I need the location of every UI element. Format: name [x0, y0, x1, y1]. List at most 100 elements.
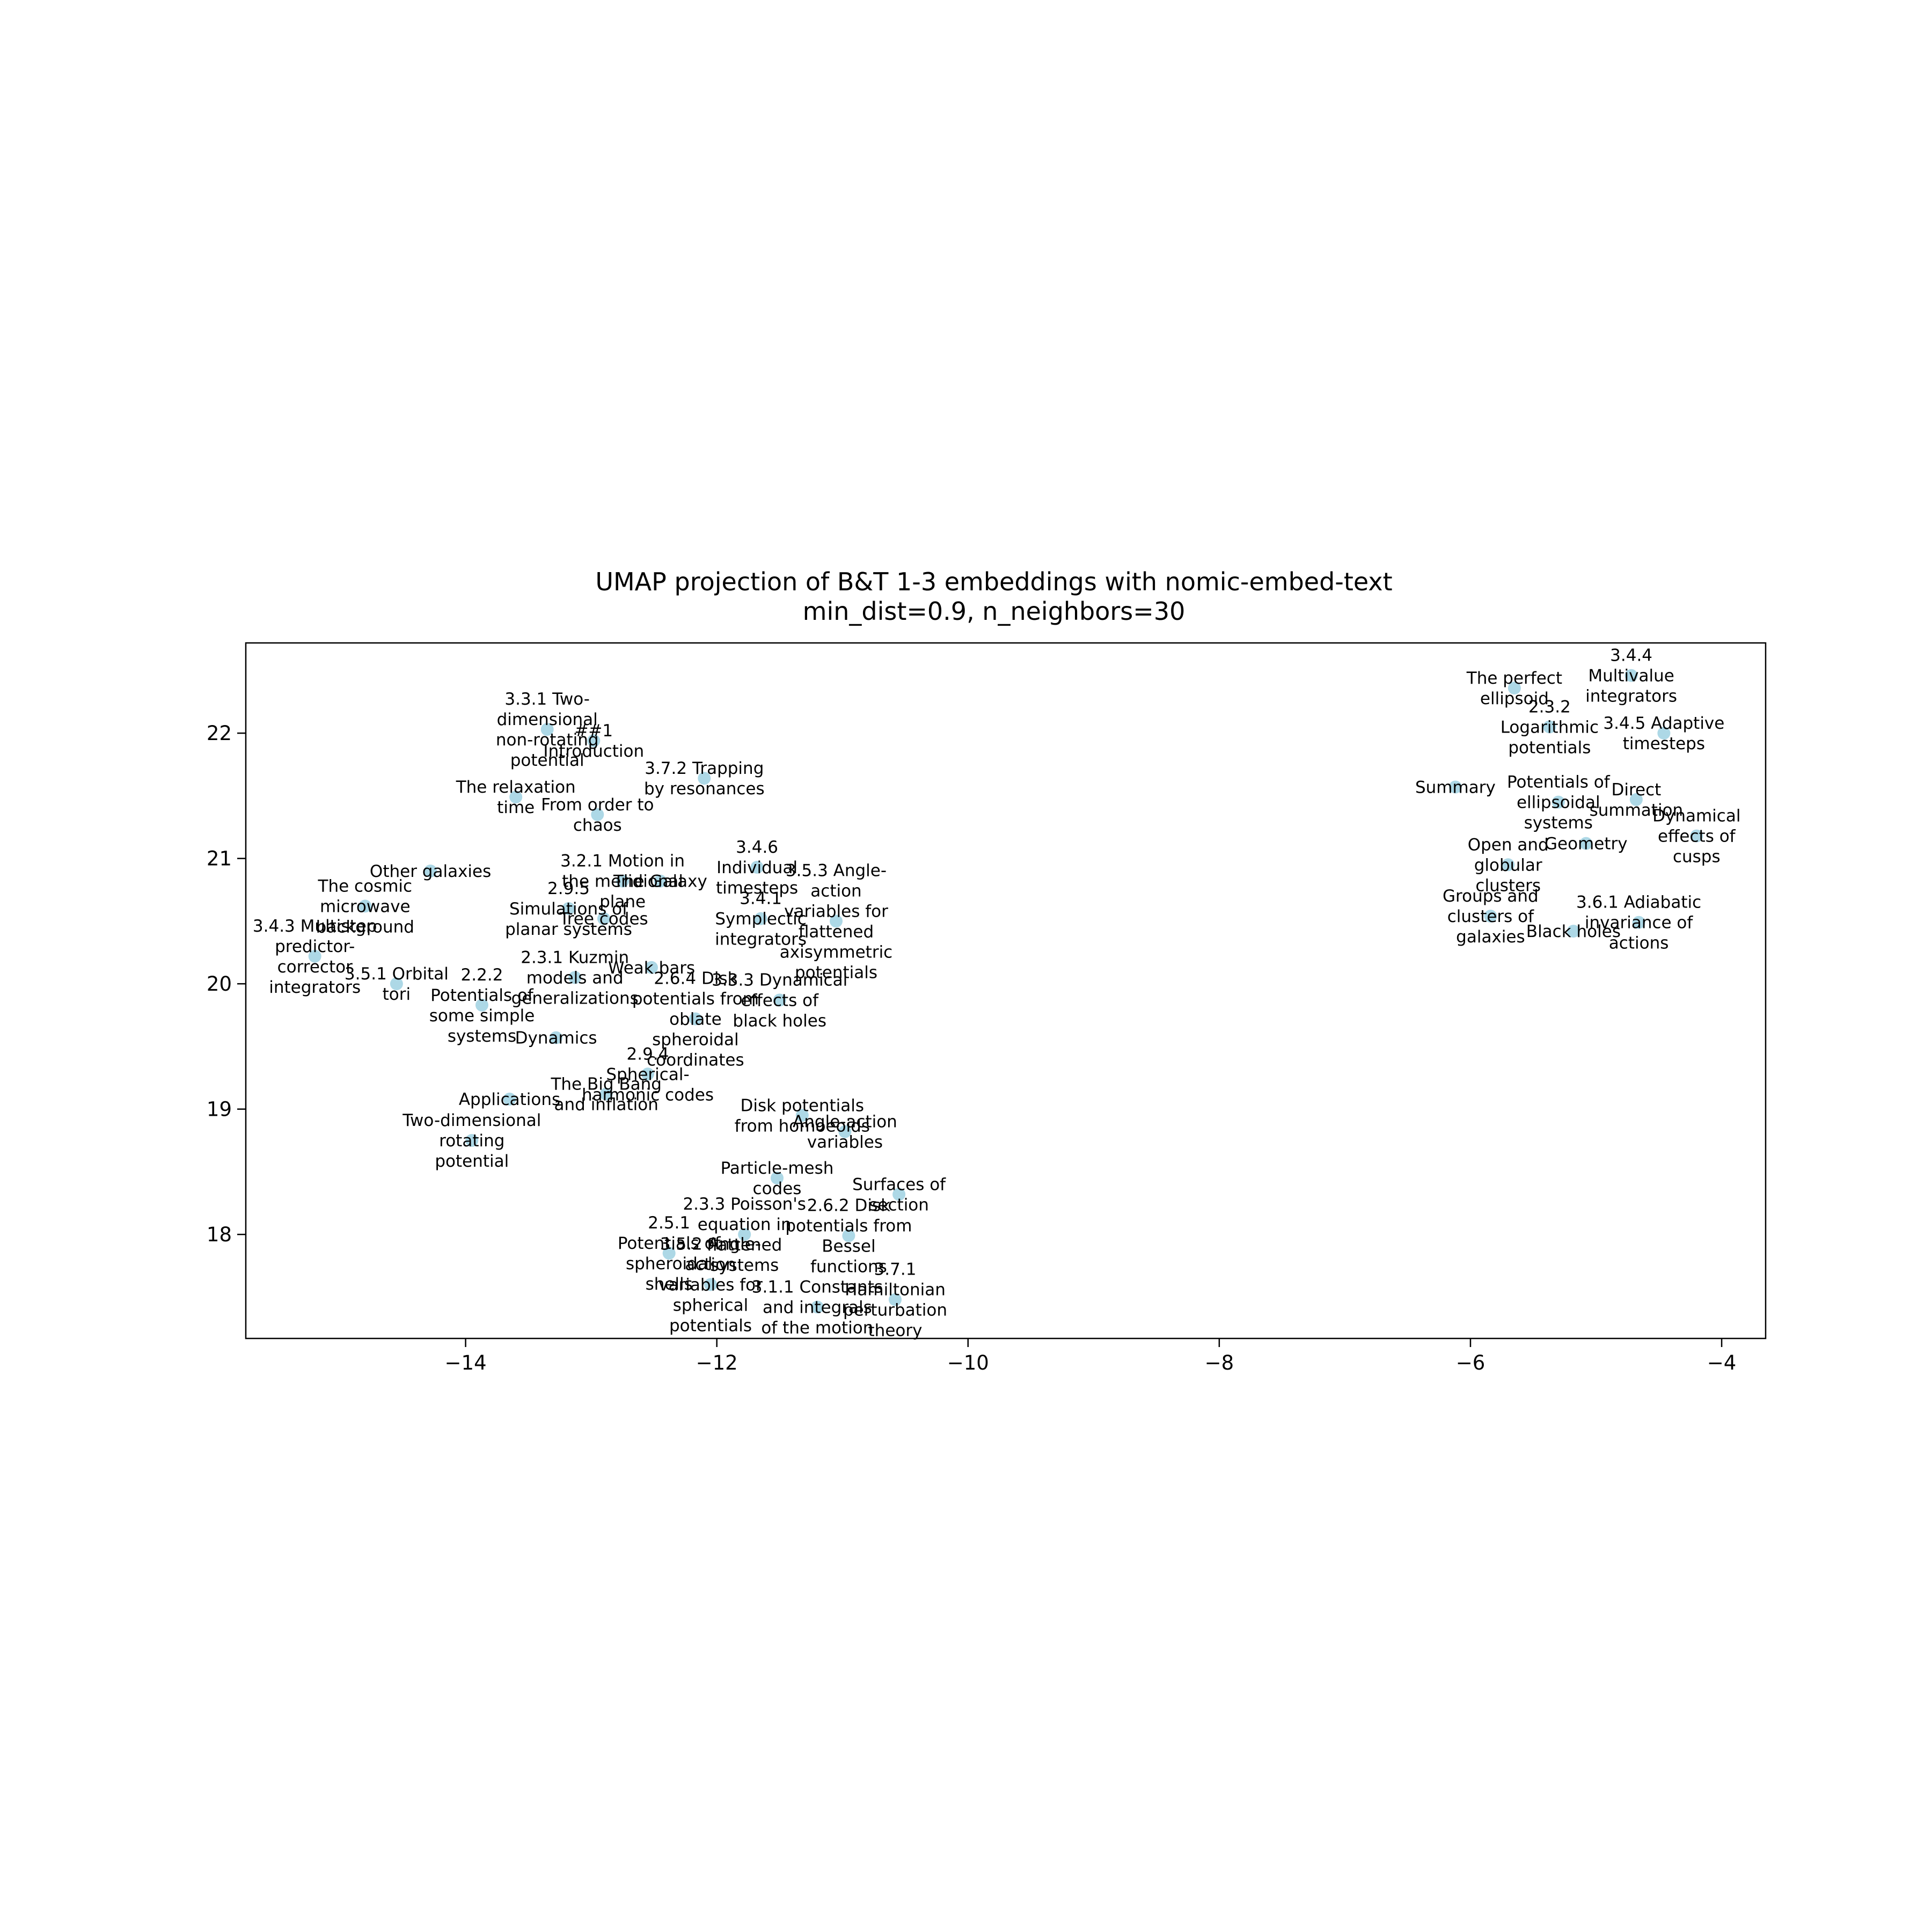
point-label-45: Open and globular clusters — [1468, 835, 1549, 895]
data-point-39 — [1657, 727, 1671, 740]
point-label-23: 3.3.3 Dynamical effects of black holes — [712, 971, 847, 1031]
y-tick-label-1: 19 — [207, 1098, 232, 1121]
y-tick-label-2: 20 — [207, 972, 232, 996]
x-tick-label-1: −12 — [696, 1351, 738, 1374]
data-point-31 — [842, 1229, 855, 1242]
data-point-22 — [830, 914, 843, 928]
point-label-1: ##1 Introduction — [543, 721, 644, 761]
point-label-7: 3.4.3 Multistep predictor-corrector integr… — [253, 917, 377, 997]
point-label-35: 3.7.1 Hamiltonian perturbation theory — [843, 1260, 947, 1341]
point-label-37: 3.4.4 Multivalue integrators — [1585, 646, 1677, 706]
point-label-38: 2.3.2 Logarithmic potentials — [1501, 698, 1599, 758]
point-label-3: From order to chaos — [541, 795, 654, 835]
point-label-30: 2.3.3 Poisson's equation in flattened syste… — [683, 1195, 806, 1275]
data-point-24 — [503, 1093, 516, 1106]
data-point-7 — [308, 949, 321, 963]
point-label-12: The Galaxy — [613, 872, 707, 891]
data-point-47 — [1567, 925, 1580, 938]
point-label-4: 3.7.2 Trapping by resonances — [644, 759, 765, 799]
data-point-27 — [838, 1125, 852, 1138]
data-point-33 — [704, 1278, 717, 1291]
data-point-1 — [587, 734, 601, 748]
point-label-22: 3.5.3 Angle-action variables for flattened… — [780, 861, 892, 982]
x-tick-label-5: −4 — [1707, 1351, 1737, 1374]
point-label-10: Dynamics — [515, 1029, 597, 1048]
data-point-23 — [773, 993, 786, 1007]
y-tick-label-3: 21 — [207, 847, 232, 870]
y-tick-label-0: 18 — [207, 1223, 232, 1246]
data-point-11 — [616, 874, 630, 888]
data-point-28 — [771, 1172, 784, 1185]
data-point-40 — [1448, 780, 1462, 794]
data-point-43 — [1690, 829, 1703, 843]
point-label-11: 3.2.1 Motion in the meridional plane — [560, 852, 685, 912]
point-label-27: Angle-action variables — [793, 1113, 897, 1152]
data-point-4 — [698, 772, 711, 785]
point-label-47: Black holes — [1526, 922, 1621, 941]
data-point-20 — [750, 861, 764, 874]
data-point-41 — [1552, 795, 1565, 809]
point-label-28: Particle-mesh codes — [721, 1159, 834, 1198]
point-label-2: The relaxation time — [456, 778, 576, 817]
x-tick-label-0: −14 — [445, 1351, 487, 1374]
point-label-21: 3.4.1 Symplectic integrators — [715, 889, 807, 949]
data-point-26 — [795, 1109, 809, 1122]
point-label-13: 2.9.5 Simulations of planar systems — [505, 879, 632, 939]
point-label-9: 2.2.2 Potentials of some simple systems — [429, 965, 535, 1046]
data-point-34 — [810, 1300, 824, 1314]
point-label-36: The perfect ellipsoid — [1466, 669, 1562, 708]
point-label-34: 3.1.1 Constants and integrals of the motio… — [752, 1278, 883, 1338]
data-point-17 — [689, 1012, 702, 1026]
point-label-16: Weak bars — [608, 958, 695, 978]
point-label-32: 2.5.1 Potentials of spheroidal shells — [618, 1213, 721, 1294]
data-point-12 — [654, 874, 667, 888]
point-label-15: 2.3.1 Kuzmin models and generalizations — [511, 948, 639, 1008]
data-point-5 — [424, 865, 437, 877]
point-label-14: Tree codes — [559, 910, 648, 929]
data-point-6 — [358, 899, 372, 913]
y-axis: 18 19 20 21 22 — [207, 722, 246, 1246]
point-label-40: Summary — [1415, 778, 1496, 797]
data-point-10 — [550, 1031, 563, 1044]
data-point-13 — [562, 902, 575, 915]
data-point-48 — [1632, 916, 1645, 929]
data-point-18 — [599, 1087, 613, 1101]
data-point-2 — [509, 791, 523, 804]
data-point-32 — [662, 1247, 676, 1260]
point-label-5: Other galaxies — [370, 862, 491, 881]
point-label-25: Two-dimensional rotating potential — [402, 1111, 541, 1171]
point-label-48: 3.6.1 Adiabatic invariance of actions — [1576, 893, 1701, 953]
point-label-20: 3.4.6 Individual timesteps — [716, 838, 798, 898]
point-label-44: Geometry — [1545, 835, 1628, 854]
x-tick-label-4: −6 — [1456, 1351, 1485, 1374]
data-point-25 — [465, 1134, 479, 1147]
data-point-16 — [645, 961, 658, 974]
point-label-6: The cosmic microwave background — [316, 876, 414, 936]
data-point-9 — [475, 998, 488, 1012]
axes-frame — [245, 642, 1767, 1340]
point-label-29: Surfaces of section — [852, 1175, 946, 1215]
point-label-31: 2.6.2 Disk potentials from Bessel functions — [785, 1196, 912, 1277]
x-tick-label-3: −8 — [1205, 1351, 1234, 1374]
point-label-26: Disk potentials from homoeoids — [735, 1096, 870, 1136]
data-point-8 — [390, 977, 403, 991]
x-axis: −14 −12 −10 −8 −6 −4 — [445, 1338, 1737, 1374]
point-label-41: Potentials of ellipsoidal systems — [1507, 773, 1611, 833]
data-point-14 — [597, 912, 610, 925]
point-label-19: 2.9.4 Spherical-harmonic codes — [582, 1044, 714, 1104]
data-point-35 — [889, 1293, 902, 1306]
data-point-38 — [1543, 720, 1556, 734]
data-point-37 — [1624, 669, 1638, 682]
data-point-15 — [568, 971, 582, 984]
data-point-45 — [1502, 858, 1515, 872]
point-label-18: The Big Bang and inflation — [550, 1075, 662, 1115]
chart-title: UMAP projection of B&T 1-3 embeddings wi… — [595, 567, 1392, 596]
data-point-3 — [591, 808, 604, 821]
point-label-46: Groups and clusters of galaxies — [1443, 887, 1539, 947]
data-point-36 — [1507, 682, 1521, 695]
point-label-39: 3.4.5 Adaptive timesteps — [1603, 714, 1724, 753]
data-point-29 — [892, 1188, 906, 1201]
x-tick-label-2: −10 — [947, 1351, 989, 1374]
data-point-44 — [1579, 837, 1593, 850]
